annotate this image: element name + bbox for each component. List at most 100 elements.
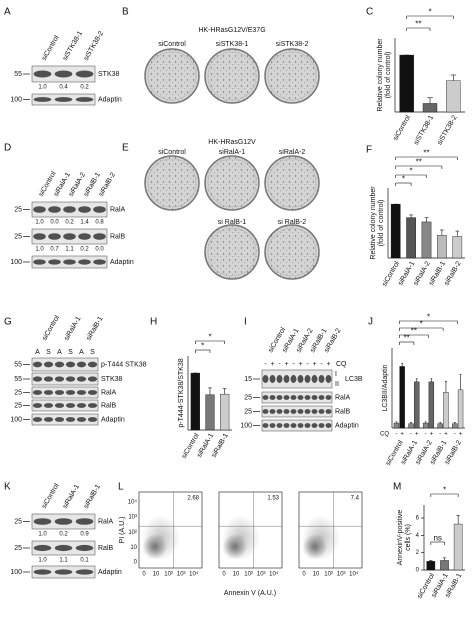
fraction-label: S <box>68 349 73 356</box>
blot-band <box>48 233 61 240</box>
mw-marker: 25 <box>14 545 22 552</box>
panel-letter: I <box>244 317 247 328</box>
blot-strip <box>31 399 99 412</box>
y-axis-label: LC3BII/Adaptin <box>382 364 389 411</box>
blot-band <box>269 409 276 414</box>
bar <box>408 423 414 429</box>
dish <box>204 224 260 280</box>
quadrant-value: 7.4 <box>351 496 360 502</box>
panel-letter: L <box>118 482 124 493</box>
y-axis-label: (fold of control) <box>378 200 385 247</box>
dish-rim <box>267 227 317 277</box>
significance-label: ** <box>411 327 417 336</box>
dish <box>264 48 320 104</box>
cq-sign: - <box>395 432 397 438</box>
quantification: 0.2 <box>80 85 89 91</box>
cq-sign: + <box>400 432 404 438</box>
x-tick-label: siSTK38-2 <box>436 114 458 146</box>
blot-band <box>76 376 87 382</box>
blot-band <box>304 409 311 414</box>
x-tick-label: 10² <box>164 572 173 578</box>
fraction-label: S <box>90 349 95 356</box>
mw-marker: 55 <box>14 71 22 78</box>
quantification: 1.0 <box>35 247 44 253</box>
blot-band <box>93 259 106 265</box>
axis-label: Annexin V (A.U.) <box>224 590 276 597</box>
significance-label: * <box>410 167 413 176</box>
blot-band <box>87 417 98 422</box>
significance-label: ** <box>415 20 421 29</box>
x-tick-label: 10³ <box>257 572 266 578</box>
x-tick-label: 10 <box>233 572 240 578</box>
cq-sign: + <box>298 361 302 368</box>
band-label: RalA <box>98 518 114 525</box>
blot-band <box>76 361 87 368</box>
mw-marker: 25 <box>14 402 22 409</box>
blot-band <box>262 375 269 383</box>
mw-marker: 55 <box>14 361 22 368</box>
band-label: p-T444 STK38 <box>101 361 147 368</box>
y-tick-label: 10⁴ <box>128 498 138 505</box>
x-tick-label: 0 <box>142 572 146 578</box>
x-tick-label: 10² <box>244 572 253 578</box>
blot-band <box>33 569 52 575</box>
cq-sign: + <box>270 361 274 368</box>
panel-letter: F <box>366 145 372 156</box>
mw-marker: 100 <box>240 422 252 429</box>
y-tick-label: 4 <box>416 533 420 539</box>
bar <box>390 203 401 259</box>
y-tick-label: 6 <box>416 516 420 522</box>
fraction-label: A <box>35 349 40 356</box>
cell-cloud <box>142 514 180 561</box>
blot-band <box>269 375 276 383</box>
lc3-form: II <box>335 381 339 388</box>
blot-band <box>75 569 94 575</box>
band-label: STK38 <box>98 71 120 78</box>
bar <box>422 422 429 429</box>
dish <box>264 155 320 211</box>
dish-rim <box>147 51 197 101</box>
bar <box>452 236 463 259</box>
blot-band <box>276 375 283 383</box>
significance-label: ** <box>423 149 429 158</box>
mw-marker: 100 <box>10 96 22 103</box>
y-axis-label: cells (%) <box>405 524 412 551</box>
dish-label: siRalA-1 <box>219 149 246 156</box>
panel-letter: G <box>4 317 12 328</box>
mw-marker: 100 <box>10 259 22 266</box>
blot-strip <box>31 357 99 372</box>
bar <box>399 54 414 113</box>
panel-letter: B <box>122 7 129 18</box>
blot-band <box>318 395 325 400</box>
blot-band <box>304 375 311 383</box>
cq-sign: - <box>306 361 309 368</box>
band-label: RalB <box>335 408 351 415</box>
dish <box>204 48 260 104</box>
blot-band <box>283 375 290 383</box>
bar <box>414 381 420 429</box>
blot-band <box>43 403 54 408</box>
x-tick-label: siSTK38-1 <box>413 114 435 146</box>
panel-title: HK-HRasG12V/E37G <box>198 27 265 34</box>
quantification: 1.0 <box>38 85 47 91</box>
mw-marker: 25 <box>14 389 22 396</box>
cq-sign: - <box>439 432 441 438</box>
x-tick-label: 10³ <box>337 572 346 578</box>
y-tick-label: 2 <box>416 550 420 556</box>
y-tick-label: 10² <box>128 530 137 536</box>
dish <box>144 155 200 211</box>
cq-sign: - <box>264 361 267 368</box>
blot-band <box>297 395 304 400</box>
cq-sign: + <box>326 361 330 368</box>
blot-band <box>297 375 304 383</box>
blot-band <box>33 544 52 552</box>
blot-strip <box>31 413 99 426</box>
quantification: 0.0 <box>95 247 104 253</box>
blot-band <box>76 417 87 422</box>
band-label: LC3B <box>345 376 363 383</box>
blot-band <box>262 395 269 400</box>
blot-band <box>54 569 73 575</box>
dish <box>144 48 200 104</box>
bar <box>422 103 438 113</box>
blot-band <box>63 206 76 213</box>
